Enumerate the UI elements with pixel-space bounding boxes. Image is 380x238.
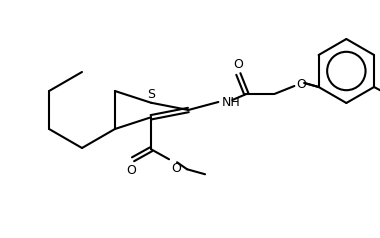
Text: O: O xyxy=(296,79,306,91)
Text: O: O xyxy=(171,162,181,175)
Text: NH: NH xyxy=(221,95,240,109)
Text: O: O xyxy=(126,164,136,177)
Text: O: O xyxy=(233,58,243,71)
Text: S: S xyxy=(147,88,155,101)
